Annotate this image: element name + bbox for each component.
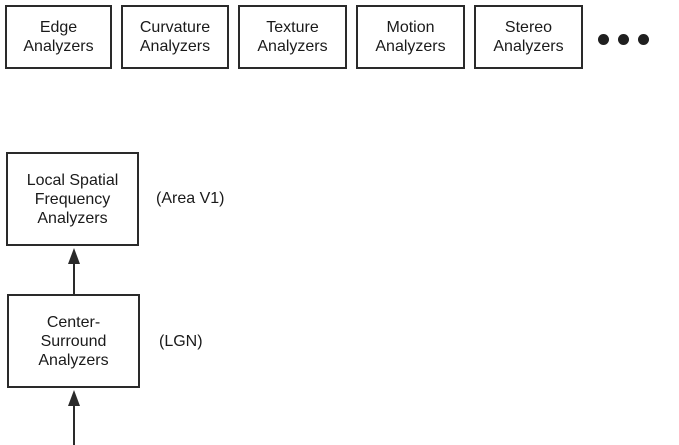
v1-analyzers-label: Local Spatial Frequency Analyzers	[26, 171, 119, 227]
motion-analyzers-box: Motion Analyzers	[356, 5, 465, 69]
lgn-analyzers-label: Center- Surround Analyzers	[38, 313, 109, 369]
arrow-lgn-to-v1	[68, 248, 80, 294]
ellipsis-dot	[598, 34, 609, 45]
v1-annotation: (Area V1)	[156, 190, 225, 207]
texture-analyzers-box: Texture Analyzers	[238, 5, 347, 69]
motion-analyzers-label: Motion Analyzers	[375, 19, 446, 55]
arrow-input-to-lgn	[68, 390, 80, 445]
curvature-analyzers-box: Curvature Analyzers	[121, 5, 229, 69]
stereo-analyzers-label: Stereo Analyzers	[493, 19, 564, 55]
v1-analyzers-box: Local Spatial Frequency Analyzers	[6, 152, 139, 246]
lgn-annotation: (LGN)	[159, 333, 203, 350]
edge-analyzers-label: Edge Analyzers	[23, 19, 94, 55]
edge-analyzers-box: Edge Analyzers	[5, 5, 112, 69]
curvature-analyzers-label: Curvature Analyzers	[139, 19, 211, 55]
stereo-analyzers-box: Stereo Analyzers	[474, 5, 583, 69]
more-analyzers-dots	[598, 34, 649, 45]
ellipsis-dot	[638, 34, 649, 45]
texture-analyzers-label: Texture Analyzers	[257, 19, 328, 55]
ellipsis-dot	[618, 34, 629, 45]
lgn-analyzers-box: Center- Surround Analyzers	[7, 294, 140, 388]
